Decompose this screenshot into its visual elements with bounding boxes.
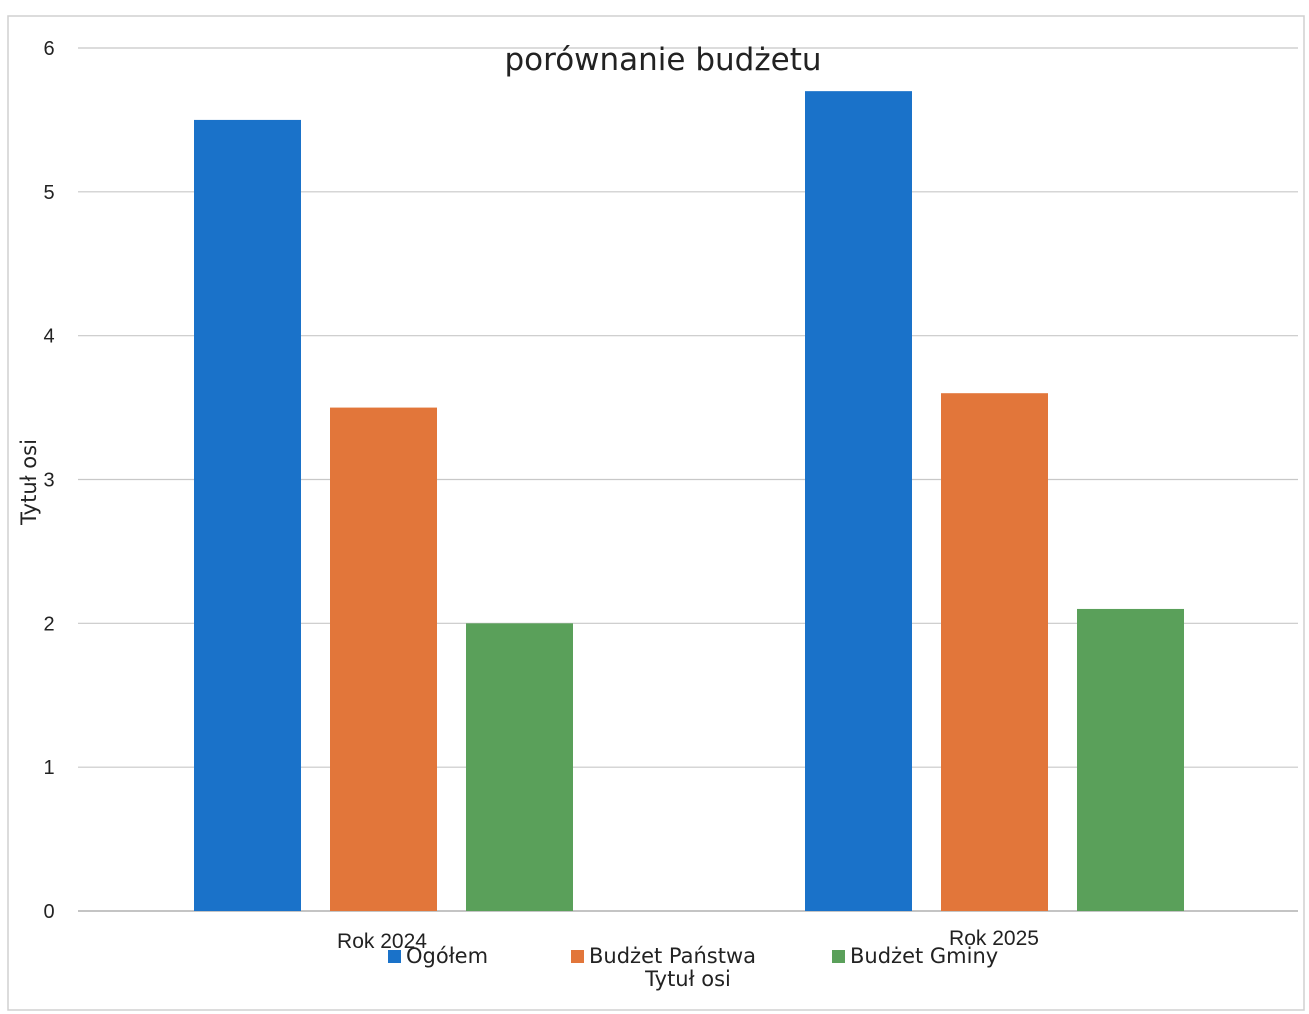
bar-0-0 [194,119,301,911]
y-axis-ticks: 0 1 2 3 4 5 6 [43,38,54,923]
bar-1-0 [805,91,912,911]
y-tick-label: 4 [43,326,54,348]
legend-swatch [571,950,584,963]
y-tick-label: 6 [43,38,54,60]
y-tick-label: 1 [43,757,54,779]
y-tick-label: 2 [43,613,54,635]
x-category-label: Rok 2025 [949,927,1039,950]
bar-1-1 [941,393,1048,911]
legend-label: Ogółem [406,944,488,968]
legend: Ogółem Budżet Państwa Budżet Gminy [388,944,998,968]
legend-label: Budżet Państwa [589,944,756,968]
legend-item: Ogółem [388,944,488,968]
bars [194,91,1184,911]
chart-border [7,15,1305,1011]
x-axis-categories: Rok 2024 Rok 2025 [337,927,1039,953]
y-tick-label: 0 [43,901,54,923]
legend-item: Budżet Gminy [832,944,998,968]
y-tick-label: 5 [43,182,54,204]
bar-0-2 [466,623,573,911]
bar-0-1 [330,407,437,911]
chart-title: porównanie budżetu [504,42,821,78]
x-axis-title: Tytuł osi [644,967,731,991]
legend-swatch [832,950,845,963]
legend-item: Budżet Państwa [571,944,756,968]
y-axis-title: Tytuł osi [17,439,41,526]
legend-swatch [388,950,401,963]
y-tick-label: 3 [43,470,54,492]
legend-label: Budżet Gminy [850,944,998,968]
x-category-label: Rok 2024 [337,930,427,953]
bar-1-2 [1077,608,1184,911]
